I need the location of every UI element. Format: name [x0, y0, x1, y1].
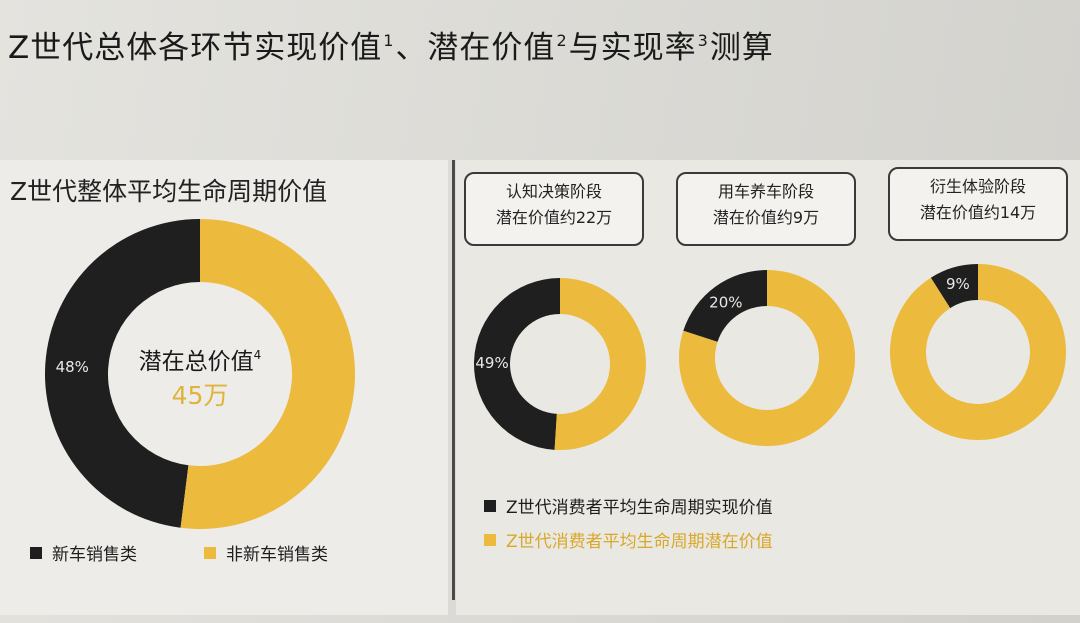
legend-swatch-black	[30, 546, 42, 559]
legend-label: Z世代消费者平均生命周期潜在价值	[506, 532, 773, 552]
stage-box-line1: 衍生体验阶段	[929, 177, 1026, 196]
stage-box-line1: 认知决策阶段	[505, 182, 602, 201]
legend-potential-value: Z世代消费者平均生命周期潜在价值	[484, 527, 773, 552]
legend-label: 新车销售类	[52, 545, 137, 565]
legend-swatch-gold	[204, 546, 216, 559]
stage-box-awareness: 认知决策阶段 潜在价值约22万	[464, 172, 644, 246]
stage-box-usage: 用车养车阶段 潜在价值约9万	[676, 172, 856, 246]
donut-slice-realized	[44, 219, 201, 528]
page-title: Z世代总体各环节实现价值1、潜在价值2与实现率3测算	[8, 30, 774, 66]
stage-box-line1: 用车养车阶段	[717, 182, 814, 201]
stage-box-derivative: 衍生体验阶段 潜在价值约14万	[888, 167, 1068, 241]
legend-label: 非新车销售类	[226, 545, 328, 565]
donut-slice-potential	[890, 264, 1066, 441]
donut-slice-potential	[554, 278, 647, 451]
stage-box-line2: 潜在价值约14万	[919, 203, 1037, 222]
donut-slice-realized	[474, 278, 560, 450]
legend-swatch-black	[484, 499, 496, 512]
legend-realized-value: Z世代消费者平均生命周期实现价值	[484, 493, 773, 518]
donut-percent-label: 48%	[56, 358, 89, 376]
donut-percent-label: 9%	[946, 275, 970, 293]
donut-slice-potential	[678, 270, 856, 446]
donut-derivative: 9%	[890, 264, 1066, 441]
legend-non-new-car-sales: 非新车销售类	[204, 540, 328, 565]
donut-center-label: 潜在总价值4	[138, 348, 262, 375]
donut-slice-realized	[930, 264, 978, 309]
panel-divider	[452, 160, 455, 600]
donut-slice-potential	[180, 219, 355, 529]
donut-center-value: 45万	[171, 381, 229, 410]
left-section-title: Z世代整体平均生命周期价值	[10, 177, 328, 206]
donut-percent-label: 20%	[709, 293, 742, 311]
donut-usage: 20%	[678, 270, 856, 446]
stage-box-line2: 潜在价值约9万	[712, 208, 820, 227]
legend-swatch-gold	[484, 533, 496, 546]
donut-slice-realized	[683, 270, 767, 342]
legend-new-car-sales: 新车销售类	[30, 540, 137, 565]
stage-box-line2: 潜在价值约22万	[495, 208, 613, 227]
donut-overall: 48%	[44, 219, 355, 529]
donut-awareness: 49%	[474, 278, 647, 451]
legend-label: Z世代消费者平均生命周期实现价值	[506, 498, 773, 518]
donut-percent-label: 49%	[475, 354, 508, 372]
